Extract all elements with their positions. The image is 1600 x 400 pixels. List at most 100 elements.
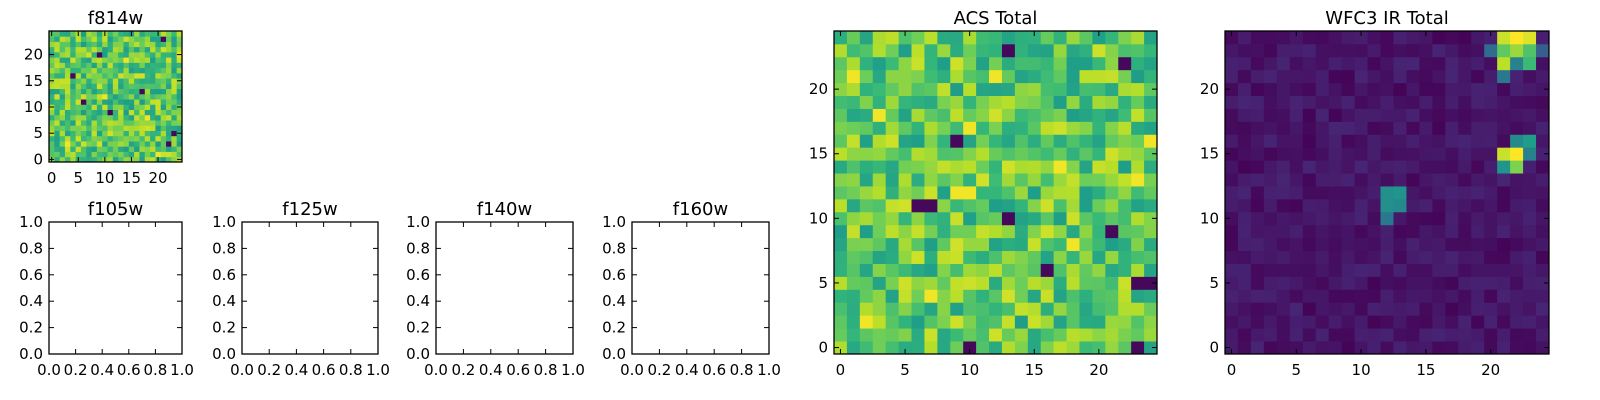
heatmap-cell <box>1066 121 1080 135</box>
heatmap-cell <box>1393 173 1407 187</box>
heatmap-cell <box>1131 173 1145 187</box>
heatmap-cell <box>86 88 92 95</box>
heatmap-cell <box>1105 276 1119 290</box>
heatmap-cell <box>139 114 146 121</box>
heatmap-cell <box>1144 69 1158 84</box>
heatmap-cell <box>1406 43 1420 58</box>
heatmap-cell <box>1497 82 1511 96</box>
heatmap-cell <box>107 109 114 116</box>
heatmap-cell <box>1445 341 1459 355</box>
heatmap-cell <box>1393 160 1407 174</box>
heatmap-cell <box>118 67 124 74</box>
heatmap-cell <box>885 276 899 290</box>
heatmap-cell <box>1079 134 1093 148</box>
heatmap-cell <box>1432 276 1446 290</box>
heatmap-cell <box>1497 160 1511 174</box>
heatmap-cell <box>80 151 87 158</box>
heatmap-cell <box>1131 43 1145 58</box>
heatmap-cell <box>885 69 899 84</box>
heatmap-cell <box>1118 263 1132 277</box>
heatmap-cell <box>1380 328 1394 342</box>
heatmap-cell <box>160 36 167 42</box>
heatmap-cell <box>112 72 119 79</box>
heatmap-cell <box>155 57 162 63</box>
heatmap-cell <box>1079 95 1093 109</box>
heatmap-cell <box>54 72 61 79</box>
heatmap-cell <box>859 69 874 84</box>
heatmap-cell <box>1066 95 1080 109</box>
heatmap-cell <box>1263 224 1278 239</box>
heatmap-cell <box>1105 315 1119 329</box>
heatmap-cell <box>846 31 861 45</box>
heatmap-cell <box>937 289 951 303</box>
heatmap-cell <box>155 125 162 131</box>
heatmap-cell <box>144 135 151 142</box>
heatmap-cell <box>64 78 71 84</box>
heatmap-cell <box>937 263 951 277</box>
heatmap-cell <box>70 36 76 42</box>
heatmap-cell <box>1014 31 1029 45</box>
heatmap-cell <box>924 69 938 84</box>
x-tick-label: 5 <box>900 361 910 379</box>
heatmap-cell <box>1131 134 1145 148</box>
heatmap-cell <box>1406 31 1420 45</box>
heatmap-cell <box>80 41 87 48</box>
heatmap-cell <box>1131 315 1145 329</box>
heatmap-cell <box>80 156 87 163</box>
heatmap-cell <box>1118 237 1132 252</box>
heatmap-cell <box>989 341 1003 355</box>
heatmap-cell <box>59 109 66 116</box>
heatmap-cell <box>107 120 114 126</box>
heatmap-cell <box>123 93 130 100</box>
heatmap-cell <box>1276 186 1291 200</box>
heatmap-cell <box>1406 328 1420 342</box>
heatmap-cell <box>1040 43 1055 58</box>
heatmap-cell <box>134 156 140 163</box>
heatmap-cell <box>54 130 61 137</box>
heatmap-cell <box>1066 328 1080 342</box>
heatmap-cell <box>859 341 874 355</box>
heatmap-cell <box>1523 198 1537 213</box>
heatmap-cell <box>1510 31 1524 45</box>
heatmap-cell <box>1367 211 1381 226</box>
heatmap-cell <box>1105 69 1119 84</box>
heatmap-cell <box>1001 224 1016 239</box>
heatmap-cell <box>1225 198 1239 213</box>
x-tick-label: 5 <box>73 169 83 187</box>
heatmap-cell <box>1497 134 1511 148</box>
heatmap-cell <box>1118 302 1132 316</box>
heatmap-cell <box>102 146 108 152</box>
heatmap-cell <box>1406 121 1420 135</box>
heatmap-cell <box>1406 341 1420 355</box>
heatmap-cell <box>1263 250 1278 264</box>
y-tick-label: 0.2 <box>602 319 626 337</box>
heatmap-cell <box>144 57 151 63</box>
heatmap-cell <box>75 88 82 95</box>
heatmap-cell <box>112 125 119 131</box>
heatmap-cell <box>1497 31 1511 45</box>
heatmap-cell <box>885 315 899 329</box>
heatmap-cell <box>1367 302 1381 316</box>
heatmap-cell <box>834 328 848 342</box>
heatmap-cell <box>1484 108 1498 122</box>
heatmap-cell <box>1225 121 1239 135</box>
heatmap-cell <box>112 41 119 48</box>
y-tick-label: 0.0 <box>602 345 626 363</box>
heatmap-cell <box>1066 56 1080 71</box>
heatmap-cell <box>911 289 925 303</box>
heatmap-cell <box>1302 211 1317 226</box>
heatmap-cell <box>118 125 124 131</box>
heatmap-cell <box>80 62 87 69</box>
heatmap-cell <box>171 93 178 100</box>
heatmap-cell <box>859 31 874 45</box>
heatmap-cell <box>937 56 951 71</box>
heatmap-cell <box>1380 341 1394 355</box>
heatmap-cell <box>1131 276 1145 290</box>
heatmap-cell <box>1302 31 1317 45</box>
heatmap-cell <box>1367 31 1381 45</box>
heatmap-cell <box>102 141 108 147</box>
heatmap-cell <box>1367 147 1381 161</box>
heatmap-cell <box>59 104 66 110</box>
heatmap-cell <box>1289 160 1304 174</box>
heatmap-cell <box>1367 315 1381 329</box>
